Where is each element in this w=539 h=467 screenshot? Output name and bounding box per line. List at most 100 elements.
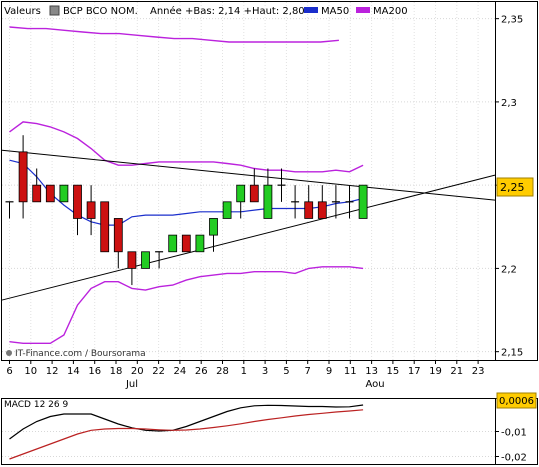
candle-body <box>127 251 137 269</box>
x-tick-label: 22 <box>152 366 165 377</box>
x-tick-label: 6 <box>6 366 12 377</box>
trendline-2 <box>1 174 496 301</box>
candle <box>127 251 137 286</box>
x-tick-label: 3 <box>262 366 268 377</box>
candle-body <box>141 251 150 269</box>
macd-title: MACD 12 26 9 <box>4 400 68 410</box>
macd-axis-frame <box>495 398 538 465</box>
candle-body <box>304 201 314 219</box>
candle <box>317 185 327 219</box>
month-label: Jul <box>125 379 138 390</box>
y-tick-label: 2,35 <box>501 15 523 26</box>
legend-ma50-swatch <box>304 7 318 13</box>
macd-grid <box>2 431 495 457</box>
candle <box>5 201 14 219</box>
candle <box>32 168 42 203</box>
candle <box>358 184 368 219</box>
candle-body <box>222 201 232 219</box>
x-tick-label: 17 <box>408 366 421 377</box>
candle <box>141 251 150 269</box>
x-tick-label: 11 <box>344 366 357 377</box>
y-tick-label: 2,15 <box>501 348 523 359</box>
x-tick-label: 5 <box>283 366 289 377</box>
month-label: Aou <box>365 379 384 390</box>
candle <box>331 185 340 219</box>
bollinger-upper-line <box>9 121 364 173</box>
candle-body <box>317 201 327 219</box>
candle-body <box>73 184 82 219</box>
legend-ma200: MA200 <box>373 6 408 17</box>
candle <box>168 234 178 253</box>
x-tick-label: 12 <box>46 366 59 377</box>
price-panel-frame <box>1 1 496 361</box>
x-tick-label: 7 <box>305 366 311 377</box>
candle <box>100 201 110 253</box>
watermark: IT-Finance.com / Boursorama <box>6 349 146 359</box>
candle <box>195 234 205 253</box>
x-tick-label: 1 <box>241 366 247 377</box>
legend-year-range: Année +Bas: 2,14 +Haut: 2,80 <box>150 5 305 17</box>
candle <box>277 168 286 202</box>
macd-line <box>9 404 364 440</box>
candle-body <box>263 184 273 219</box>
x-tick-label: 24 <box>174 366 187 377</box>
candle-body <box>100 201 110 253</box>
candle <box>263 168 273 219</box>
ma50-line <box>9 159 364 226</box>
candlesticks <box>5 135 368 286</box>
candle-body <box>18 151 28 203</box>
legend-ma50: MA50 <box>321 6 349 17</box>
x-tick-label: 23 <box>472 366 485 377</box>
moving-averages <box>9 26 364 226</box>
candle <box>73 184 82 236</box>
x-tick-label: 9 <box>326 366 332 377</box>
macd-lines <box>9 404 364 460</box>
candle <box>45 184 55 203</box>
macd-last-label: 0,0006 <box>499 396 534 407</box>
macd-tick-label: -0,02 <box>501 453 527 464</box>
candle <box>86 185 96 236</box>
candle <box>291 185 300 219</box>
candle <box>249 168 259 203</box>
legend: Valeurs BCP BCO NOM. Année +Bas: 2,14 +H… <box>4 5 408 17</box>
candle-body <box>113 218 123 253</box>
candle-body <box>209 218 218 236</box>
bollinger-lower-line <box>9 266 364 344</box>
x-tick-label: 26 <box>195 366 208 377</box>
candle <box>236 184 246 219</box>
candle <box>222 201 232 219</box>
watermark-logo-icon <box>6 350 12 356</box>
macd-tick-label: -0,01 <box>501 428 527 439</box>
y-tick-label: 2,3 <box>501 98 517 109</box>
candle <box>209 218 218 252</box>
candle <box>155 251 164 269</box>
price-grid <box>2 2 495 360</box>
x-tick-label: 14 <box>67 366 80 377</box>
candle <box>18 135 28 219</box>
x-tick-label: 19 <box>429 366 442 377</box>
x-tick-label: 13 <box>365 366 378 377</box>
candle-body <box>32 184 42 203</box>
legend-ma200-swatch <box>356 7 370 13</box>
candle <box>59 184 69 203</box>
candle-body <box>45 184 55 203</box>
x-tick-label: 21 <box>450 366 463 377</box>
candle-body <box>358 184 368 219</box>
candle <box>345 185 354 219</box>
candle-body <box>236 184 246 203</box>
x-tick-label: 28 <box>216 366 229 377</box>
candle-body <box>59 184 69 203</box>
legend-security-swatch <box>49 5 60 16</box>
x-tick-label: 16 <box>88 366 101 377</box>
x-tick-label: 18 <box>110 366 123 377</box>
candle <box>181 234 191 253</box>
x-tick-label: 10 <box>24 366 37 377</box>
trendlines <box>1 149 496 301</box>
watermark-text: IT-Finance.com / Boursorama <box>15 349 146 359</box>
legend-security: BCP BCO NOM. <box>63 6 138 17</box>
candle-body <box>195 234 205 253</box>
x-axis: 6 10 12 14 16 18 20 22 24 26 28 1 3 5 7 9 11 13 15 17 19 21 23… <box>6 360 484 390</box>
x-tick-label: 15 <box>387 366 400 377</box>
macd-last-badge <box>496 392 537 409</box>
